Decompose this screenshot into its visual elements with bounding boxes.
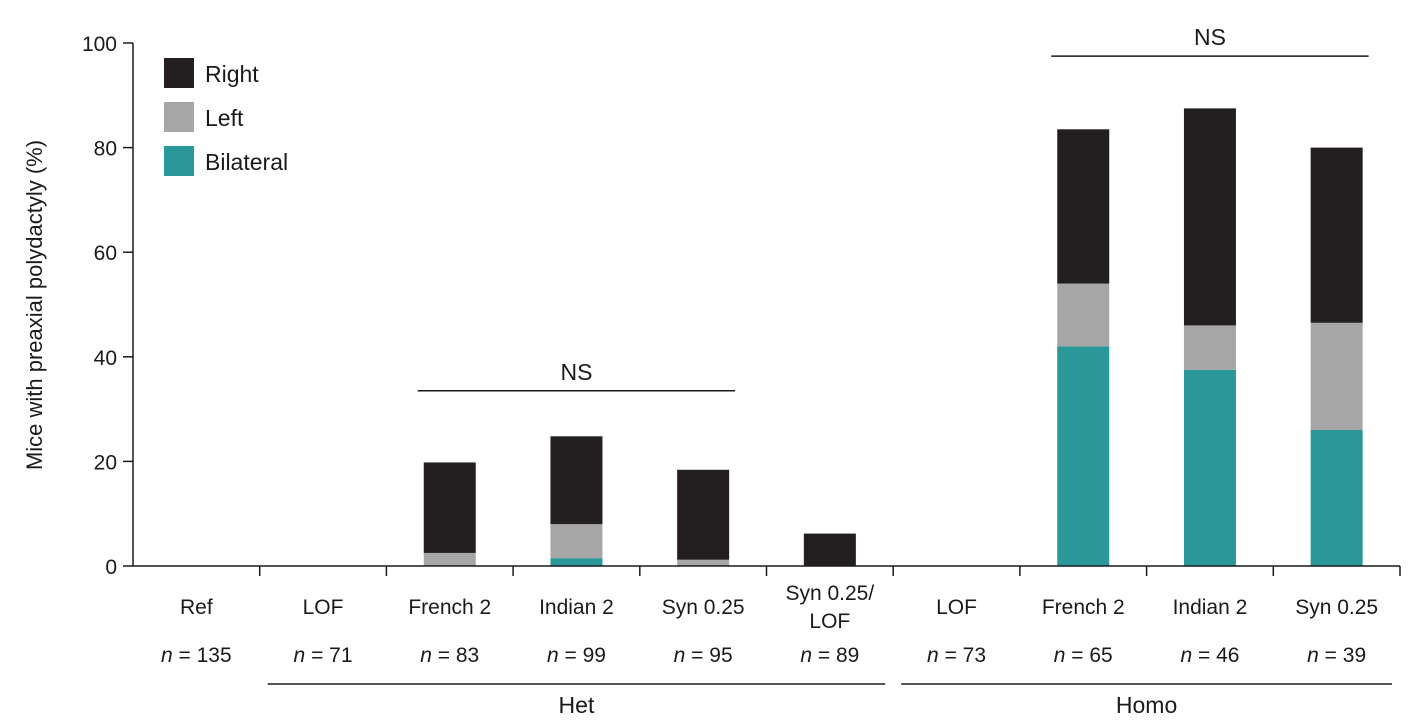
bar-right-9 [1310,147,1363,323]
bar-left-4 [677,559,730,566]
significance-label: NS [1194,24,1226,50]
category-label: Syn 0.25 [662,596,745,619]
sample-size-label: n = 83 [420,644,479,667]
legend-swatch-right [164,58,194,88]
significance-annotations: NS NS [417,24,1369,392]
bar-left-3 [550,524,603,559]
x-axis [133,565,1401,576]
y-tick-label: 100 [82,33,117,56]
category-label: Indian 2 [539,596,614,619]
sample-size-label: n = 95 [674,644,733,667]
group-label: Homo [1116,692,1177,718]
y-tick-label: 20 [94,451,117,474]
bar-right-2 [423,462,476,553]
y-tick-label: 60 [94,242,117,265]
sample-size-label: n = 46 [1180,644,1239,667]
bar-right-4 [677,469,730,560]
y-tick-label: 40 [94,347,117,370]
group-label: Het [559,692,595,718]
legend: Right Left Bilateral [164,58,288,176]
legend-label-left: Left [205,105,244,131]
group-labels: Het Homo [267,683,1392,718]
bar-right-5 [803,533,856,566]
bar-left-7 [1057,283,1110,347]
category-label: Syn 0.25/ [785,582,874,605]
bar-left-2 [423,552,476,566]
legend-label-right: Right [205,61,259,87]
sample-size-label: n = 71 [294,644,353,667]
category-label: French 2 [408,596,491,619]
bar-bilateral-3 [550,558,603,566]
category-label: French 2 [1042,596,1125,619]
y-axis-label: Mice with preaxial polydactyly (%) [22,140,47,470]
bar-bilateral-7 [1057,346,1110,566]
significance-label: NS [560,359,592,385]
legend-label-bilateral: Bilateral [205,149,288,175]
bar-bilateral-8 [1183,369,1236,566]
bar-right-8 [1183,108,1236,326]
sample-size-label: n = 99 [547,644,606,667]
sample-size-label: n = 65 [1054,644,1113,667]
category-label-line2: LOF [809,610,850,633]
bar-left-8 [1183,325,1236,370]
sample-size-label: n = 135 [161,644,232,667]
bar-right-7 [1057,129,1110,284]
y-tick-label: 0 [105,556,117,579]
sample-size-label: n = 89 [800,644,859,667]
bar-bilateral-9 [1310,430,1363,566]
sample-size-label: n = 39 [1307,644,1366,667]
category-label: Ref [180,596,213,619]
category-label: Indian 2 [1173,596,1248,619]
y-ticks: 0 20 40 60 80 100 [82,33,133,579]
legend-swatch-left [164,102,194,132]
category-label: LOF [303,596,344,619]
bars [423,108,1363,566]
bar-left-9 [1310,322,1363,431]
category-label: Syn 0.25 [1295,596,1378,619]
category-label: LOF [936,596,977,619]
x-labels: Ref n = 135 LOF n = 71 French 2 n = 83 Indian … [161,582,1378,667]
sample-size-label: n = 73 [927,644,986,667]
legend-swatch-bilateral [164,146,194,176]
y-tick-label: 80 [94,138,117,161]
bar-right-3 [550,436,603,525]
